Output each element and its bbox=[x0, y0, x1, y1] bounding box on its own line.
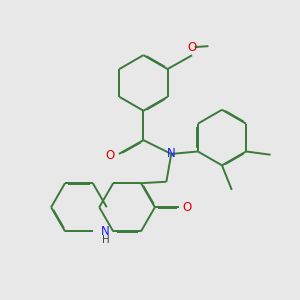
Text: O: O bbox=[106, 149, 115, 162]
Text: O: O bbox=[188, 41, 197, 54]
Text: H: H bbox=[102, 236, 110, 245]
Text: N: N bbox=[167, 147, 176, 161]
Text: N: N bbox=[101, 225, 110, 238]
Text: O: O bbox=[183, 201, 192, 214]
